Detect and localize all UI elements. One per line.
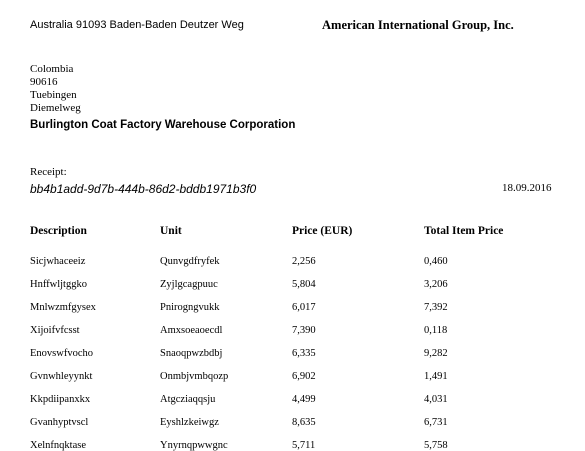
receipt-label: Receipt: (30, 166, 67, 178)
item-unit: Ynyrnqpwwgnc (160, 440, 228, 451)
item-unit: Zyjlgcagpuuc (160, 279, 218, 290)
company-name: American International Group, Inc. (322, 18, 514, 32)
item-price: 4,499 (292, 394, 316, 405)
item-price: 7,390 (292, 325, 316, 336)
item-unit: Atgcziaqqsju (160, 394, 216, 405)
item-description: Sicjwhaceeiz (30, 256, 86, 267)
item-price: 6,902 (292, 371, 316, 382)
recipient-name: Burlington Coat Factory Warehouse Corpor… (30, 119, 296, 131)
header-price: Price (EUR) (292, 225, 353, 237)
item-description: Gvanhyptvscl (30, 417, 89, 428)
item-price: 5,804 (292, 279, 316, 290)
recipient-city: Tuebingen (30, 89, 77, 101)
sender-line: Australia 91093 Baden-Baden Deutzer Weg (30, 19, 244, 31)
item-total: 1,491 (424, 371, 448, 382)
header-unit: Unit (160, 225, 182, 237)
item-price: 2,256 (292, 256, 316, 267)
item-total: 4,031 (424, 394, 448, 405)
item-unit: Qunvgdfryfek (160, 256, 220, 267)
item-price: 6,335 (292, 348, 316, 359)
item-description: Kkpdiipanxkx (30, 394, 91, 405)
item-description: Xijoifvfcsst (30, 325, 80, 336)
item-unit: Snaoqpwzbdbj (160, 348, 223, 359)
item-total: 9,282 (424, 348, 448, 359)
receipt-id: bb4b1add-9d7b-444b-86d2-bddb1971b3f0 (30, 182, 257, 196)
receipt-date: 18.09.2016 (502, 182, 552, 194)
item-description: Enovswfvocho (30, 348, 93, 359)
header-description: Description (30, 225, 87, 237)
item-unit: Eyshlzkeiwgz (160, 417, 219, 428)
item-description: Gvnwhleyynkt (30, 371, 93, 382)
item-price: 5,711 (292, 440, 316, 451)
item-unit: Pnirogngvukk (160, 302, 220, 313)
item-description: Hnffwljtggko (30, 279, 87, 290)
item-unit: Onmbjvmbqozp (160, 371, 229, 382)
recipient-postcode: 90616 (30, 76, 58, 88)
item-description: Xelnfnqktase (30, 440, 86, 451)
recipient-street: Diemelweg (30, 102, 81, 114)
item-price: 8,635 (292, 417, 316, 428)
item-total: 0,118 (424, 325, 448, 336)
item-total: 3,206 (424, 279, 448, 290)
item-total: 5,758 (424, 440, 448, 451)
item-unit: Amxsoeaoecdl (160, 325, 223, 336)
item-total: 0,460 (424, 256, 448, 267)
header-total: Total Item Price (424, 225, 504, 237)
item-price: 6,017 (292, 302, 316, 313)
item-total: 7,392 (424, 302, 448, 313)
item-description: Mnlwzmfgysex (30, 302, 96, 313)
item-total: 6,731 (424, 417, 448, 428)
recipient-country: Colombia (30, 63, 74, 75)
